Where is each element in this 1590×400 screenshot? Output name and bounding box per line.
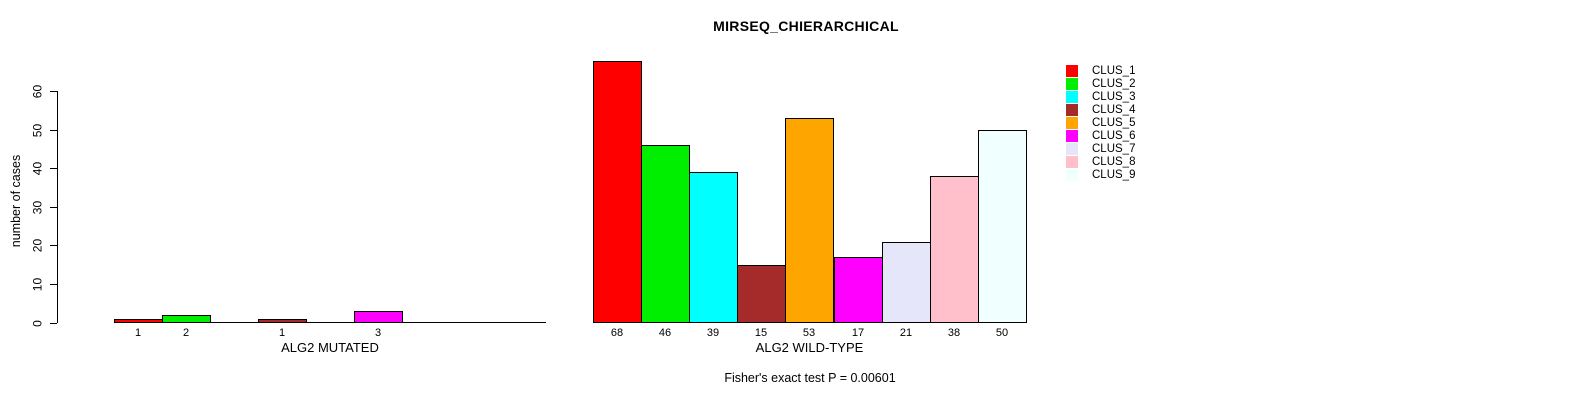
y-axis-line (57, 91, 58, 323)
y-tick (50, 90, 57, 92)
bar-value-label: 38 (947, 327, 961, 339)
y-tick (50, 129, 57, 131)
bar (737, 265, 786, 323)
legend-label: CLUS_5 (1092, 117, 1136, 129)
bar (785, 118, 834, 323)
y-tick (50, 283, 57, 285)
bar-value-label: 2 (182, 327, 190, 339)
legend-swatch (1066, 78, 1078, 90)
y-tick-label: 40 (30, 161, 45, 176)
legend-item: CLUS_9 (1066, 169, 1135, 181)
bar (978, 130, 1027, 323)
legend-label: CLUS_4 (1092, 104, 1136, 116)
legend-swatch (1066, 143, 1078, 155)
legend-item: CLUS_5 (1066, 117, 1135, 129)
bar (689, 172, 738, 323)
bar-value-label: 17 (851, 327, 865, 339)
chart-title: MIRSEQ_CHIERARCHICAL (713, 18, 899, 34)
bar-value-label: 1 (278, 327, 286, 339)
legend-swatch (1066, 65, 1078, 77)
legend-swatch (1066, 117, 1078, 129)
bar-value-label: 53 (802, 327, 816, 339)
y-tick-label: 10 (30, 277, 45, 292)
bar (114, 319, 163, 323)
y-tick (50, 245, 57, 247)
legend-swatch (1066, 130, 1078, 142)
legend-label: CLUS_7 (1092, 143, 1136, 155)
bar (641, 145, 690, 323)
legend-label: CLUS_1 (1092, 65, 1136, 77)
bar-value-label: 68 (610, 327, 624, 339)
y-axis-label: number of cases (9, 154, 23, 248)
bar (930, 176, 979, 323)
legend-item: CLUS_8 (1066, 156, 1135, 168)
bar (258, 319, 307, 323)
bar-value-label: 21 (899, 327, 913, 339)
y-tick-label: 60 (30, 84, 45, 99)
y-tick (50, 322, 57, 324)
legend-label: CLUS_9 (1092, 169, 1136, 181)
legend-item: CLUS_6 (1066, 130, 1135, 142)
legend-swatch (1066, 104, 1078, 116)
legend-item: CLUS_3 (1066, 91, 1135, 103)
fisher-test-subtitle: Fisher's exact test P = 0.00601 (724, 371, 896, 385)
legend-swatch (1066, 156, 1078, 168)
x-axis-line (113, 322, 547, 323)
legend-swatch (1066, 169, 1078, 181)
y-tick (50, 168, 57, 170)
bar (354, 311, 403, 323)
bar-value-label: 3 (374, 327, 382, 339)
bar (593, 61, 642, 323)
legend-swatch (1066, 91, 1078, 103)
bar (834, 257, 883, 323)
panel-xlabel: ALG2 WILD-TYPE (755, 340, 864, 355)
y-tick (50, 206, 57, 208)
y-tick-label: 30 (30, 200, 45, 214)
legend-item: CLUS_7 (1066, 143, 1135, 155)
y-tick-label: 50 (30, 123, 45, 137)
legend-item: CLUS_1 (1066, 65, 1135, 77)
bar-value-label: 39 (706, 327, 720, 339)
legend-item: CLUS_4 (1066, 104, 1135, 116)
bar (162, 315, 211, 323)
bar-value-label: 50 (995, 327, 1009, 339)
legend-label: CLUS_8 (1092, 156, 1136, 168)
bar (882, 242, 931, 323)
bar-value-label: 1 (134, 327, 142, 339)
legend-item: CLUS_2 (1066, 78, 1135, 90)
legend-label: CLUS_6 (1092, 130, 1136, 142)
bar-value-label: 15 (754, 327, 768, 339)
legend-label: CLUS_3 (1092, 91, 1136, 103)
y-tick-label: 20 (30, 239, 45, 253)
panel-xlabel: ALG2 MUTATED (281, 340, 379, 355)
y-tick-label: 0 (30, 319, 45, 327)
legend-label: CLUS_2 (1092, 78, 1136, 90)
bar-value-label: 46 (658, 327, 672, 339)
